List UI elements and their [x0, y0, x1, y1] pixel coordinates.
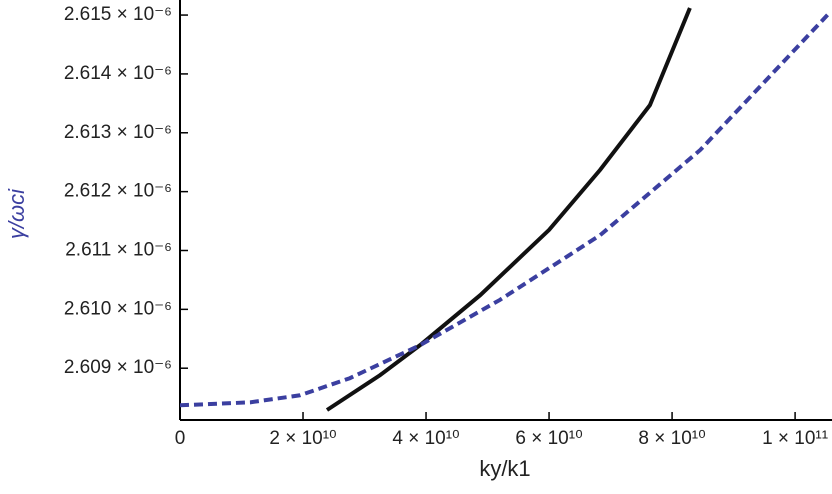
x-tick-label: 4 × 10¹⁰	[392, 428, 459, 449]
x-tick-label: 6 × 10¹⁰	[515, 428, 582, 449]
x-tick-label: 2 × 10¹⁰	[269, 428, 336, 449]
x-tick-label: 0	[175, 428, 186, 449]
x-tick-label: 1 × 10¹¹	[762, 428, 828, 449]
y-tick-label: 2.615 × 10⁻⁶	[64, 4, 172, 25]
y-axis-label: γ/ωci	[4, 188, 29, 239]
y-tick-label: 2.612 × 10⁻⁶	[64, 181, 172, 202]
series-line	[325, 7, 692, 412]
x-tick-label: 8 × 10¹⁰	[638, 428, 705, 449]
y-tick-label: 2.611 × 10⁻⁶	[65, 240, 172, 261]
x-axis-label: ky/k1	[479, 456, 530, 481]
y-tick-label: 2.613 × 10⁻⁶	[64, 122, 172, 143]
y-tick-label: 2.614 × 10⁻⁶	[64, 63, 172, 84]
series-line	[180, 10, 832, 408]
y-tick-label: 2.610 × 10⁻⁶	[64, 298, 172, 319]
y-tick-label: 2.609 × 10⁻⁶	[64, 357, 172, 378]
